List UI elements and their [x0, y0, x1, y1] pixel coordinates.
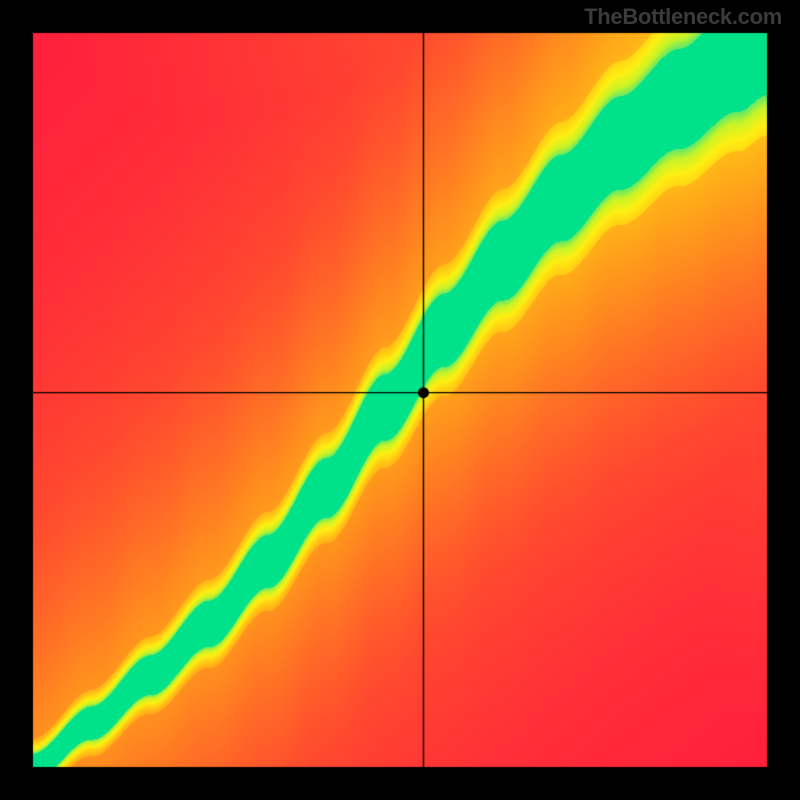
bottleneck-heatmap-canvas	[0, 0, 800, 800]
watermark-label: TheBottleneck.com	[584, 4, 782, 30]
figure-container: TheBottleneck.com	[0, 0, 800, 800]
